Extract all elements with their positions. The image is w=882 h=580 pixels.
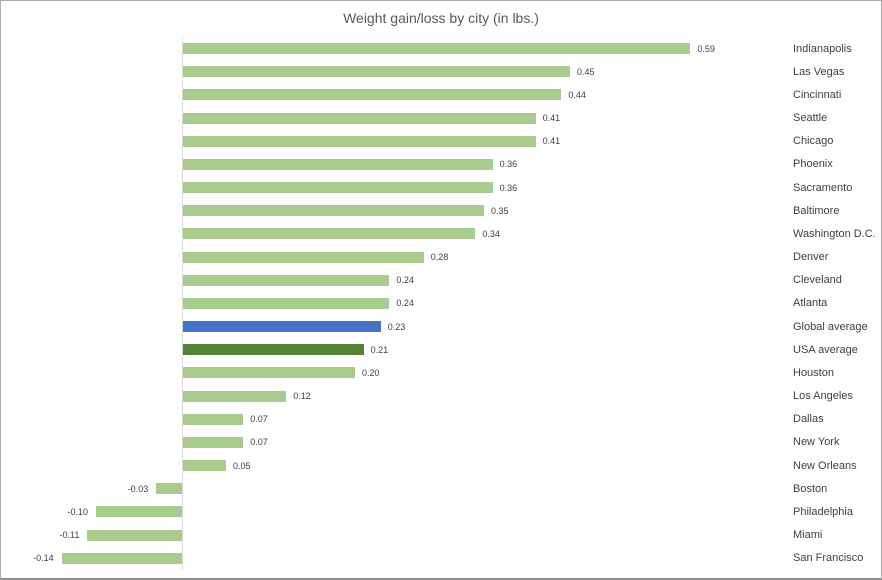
category-label: Chicago bbox=[793, 135, 834, 148]
bar-cincinnati bbox=[183, 89, 562, 101]
category-label: San Francisco bbox=[793, 552, 864, 565]
chart-row: 0.45 Las Vegas bbox=[1, 60, 881, 83]
bar-dallas bbox=[183, 413, 244, 425]
y-axis-line bbox=[182, 37, 183, 570]
category-label: Global average bbox=[793, 320, 868, 333]
bar-miami bbox=[87, 529, 182, 541]
chart-row: 0.05 New Orleans bbox=[1, 454, 881, 477]
value-label: -0.14 bbox=[33, 553, 54, 564]
bar-new-york bbox=[183, 436, 244, 448]
bar-atlanta bbox=[183, 297, 390, 309]
value-label: 0.36 bbox=[499, 159, 518, 170]
chart-row: -0.10 Philadelphia bbox=[1, 500, 881, 523]
chart-row: 0.12 Los Angeles bbox=[1, 385, 881, 408]
chart-row: 0.21 USA average bbox=[1, 338, 881, 361]
value-label: 0.35 bbox=[491, 205, 509, 216]
value-label: -0.11 bbox=[59, 530, 80, 541]
bar-boston bbox=[156, 483, 182, 495]
category-label: Phoenix bbox=[793, 158, 833, 171]
bar-san-francisco bbox=[61, 552, 182, 564]
chart-row: 0.23 Global average bbox=[1, 315, 881, 338]
chart-row: 0.41 Chicago bbox=[1, 130, 881, 153]
value-label: 0.07 bbox=[250, 414, 268, 425]
chart-row: 0.34 Washington D.C. bbox=[1, 222, 881, 245]
category-label: Baltimore bbox=[793, 204, 840, 217]
bar-new-orleans bbox=[183, 460, 226, 472]
bar-baltimore bbox=[183, 205, 484, 217]
value-label: 0.41 bbox=[542, 136, 561, 147]
category-label: Indianapolis bbox=[793, 42, 852, 55]
category-label: New York bbox=[793, 436, 840, 449]
bar-los-angeles bbox=[183, 390, 287, 402]
bar-houston bbox=[183, 367, 355, 379]
value-label: -0.10 bbox=[67, 506, 88, 517]
category-label: Las Vegas bbox=[793, 65, 845, 78]
bar-philadelphia bbox=[96, 506, 182, 518]
category-label: Cincinnati bbox=[793, 88, 842, 101]
chart-row: 0.36 Phoenix bbox=[1, 153, 881, 176]
value-label: 0.12 bbox=[293, 391, 311, 402]
value-label: 0.59 bbox=[697, 43, 715, 54]
chart-row: 0.44 Cincinnati bbox=[1, 83, 881, 106]
value-label: 0.44 bbox=[568, 89, 586, 100]
chart-row: 0.59 Indianapolis bbox=[1, 37, 881, 60]
category-label: Houston bbox=[793, 366, 834, 379]
category-label: Washington D.C. bbox=[793, 227, 876, 240]
bar-las-vegas bbox=[183, 66, 570, 78]
bar-indianapolis bbox=[183, 43, 691, 54]
category-label: Cleveland bbox=[793, 274, 842, 287]
value-label: 0.28 bbox=[430, 252, 449, 263]
value-label: 0.24 bbox=[396, 298, 414, 309]
value-label: 0.07 bbox=[250, 437, 268, 448]
category-label: Sacramento bbox=[793, 181, 853, 194]
value-label: 0.24 bbox=[396, 275, 414, 286]
category-label: USA average bbox=[793, 343, 858, 356]
chart-row: 0.35 Baltimore bbox=[1, 199, 881, 222]
bar-usa-average bbox=[183, 344, 364, 356]
value-label: 0.34 bbox=[482, 228, 500, 239]
category-label: Boston bbox=[793, 482, 828, 495]
chart-row: 0.36 Sacramento bbox=[1, 176, 881, 199]
bar-sacramento bbox=[183, 182, 493, 194]
bar-washington-d-c- bbox=[183, 228, 476, 240]
category-label: Denver bbox=[793, 251, 829, 264]
category-label: Miami bbox=[793, 529, 823, 542]
value-label: 0.20 bbox=[362, 367, 380, 378]
category-label: Seattle bbox=[793, 112, 828, 125]
category-label: Philadelphia bbox=[793, 505, 853, 518]
bar-phoenix bbox=[183, 158, 493, 170]
category-label: Atlanta bbox=[793, 297, 828, 310]
chart-title: Weight gain/loss by city (in lbs.) bbox=[343, 10, 539, 26]
value-label: 0.36 bbox=[499, 182, 518, 193]
category-label: Dallas bbox=[793, 413, 824, 426]
category-label: New Orleans bbox=[793, 459, 857, 472]
value-label: 0.45 bbox=[577, 66, 595, 77]
chart-row: 0.24 Cleveland bbox=[1, 269, 881, 292]
value-label: 0.41 bbox=[542, 113, 561, 124]
bar-seattle bbox=[183, 112, 536, 124]
value-label: 0.21 bbox=[370, 344, 389, 355]
chart-row: 0.07 Dallas bbox=[1, 408, 881, 431]
chart-row: 0.24 Atlanta bbox=[1, 292, 881, 315]
value-label: -0.03 bbox=[127, 483, 149, 494]
value-label: 0.23 bbox=[387, 321, 406, 332]
bar-chicago bbox=[183, 135, 536, 147]
chart-row: -0.11 Miami bbox=[1, 524, 881, 547]
bar-denver bbox=[183, 251, 424, 263]
chart-row: 0.20 Houston bbox=[1, 361, 881, 384]
chart-row: 0.07 New York bbox=[1, 431, 881, 454]
chart-row: 0.41 Seattle bbox=[1, 107, 881, 130]
category-label: Los Angeles bbox=[793, 390, 853, 403]
chart-row: -0.03 Boston bbox=[1, 477, 881, 500]
value-label: 0.05 bbox=[233, 460, 251, 471]
bar-cleveland bbox=[183, 274, 390, 286]
bar-global-average bbox=[183, 321, 381, 333]
plot-area: 0.59 Indianapolis 0.45 Las Vegas 0.44 Cincinn… bbox=[1, 37, 881, 573]
chart-row: -0.14 San Francisco bbox=[1, 547, 881, 570]
chart-row: 0.28 Denver bbox=[1, 246, 881, 269]
